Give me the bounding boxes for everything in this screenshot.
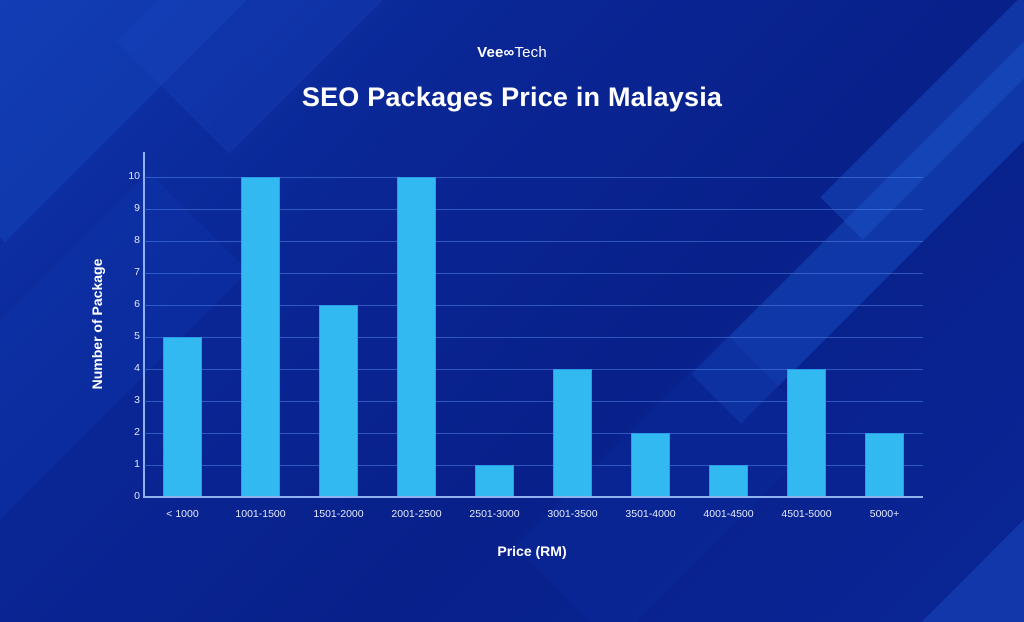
x-tick-label: 1001-1500 <box>235 508 286 520</box>
gridline <box>144 465 923 466</box>
bar <box>241 177 280 497</box>
y-tick-label: 7 <box>134 266 140 278</box>
x-tick-label: < 1000 <box>166 508 199 520</box>
y-axis-label: Number of Package <box>89 258 105 390</box>
bar <box>865 433 904 497</box>
y-tick-label: 10 <box>128 170 140 182</box>
x-tick-label: 2001-2500 <box>391 508 442 520</box>
gridline <box>144 273 923 274</box>
y-tick-label: 4 <box>134 362 140 374</box>
y-tick-label: 6 <box>134 298 140 310</box>
y-tick-label: 3 <box>134 394 140 406</box>
gridline <box>144 401 923 402</box>
logo-prefix: Vee <box>477 44 504 61</box>
x-tick-label: 4001-4500 <box>703 508 754 520</box>
gridline <box>144 305 923 306</box>
gridline <box>144 337 923 338</box>
bar <box>553 369 592 497</box>
x-axis-line <box>143 496 923 498</box>
brand-logo: Vee∞Tech <box>0 44 1024 61</box>
x-tick-label: 3501-4000 <box>625 508 676 520</box>
infinity-icon: ∞ <box>503 44 515 61</box>
x-tick-label: 5000+ <box>869 508 900 520</box>
bar <box>163 337 202 497</box>
x-tick-label: 1501-2000 <box>313 508 364 520</box>
x-tick-label: 2501-3000 <box>469 508 520 520</box>
y-tick-label: 1 <box>134 458 140 470</box>
x-tick-label: 4501-5000 <box>781 508 832 520</box>
y-axis-line <box>143 152 145 498</box>
bar <box>709 465 748 497</box>
bar <box>787 369 826 497</box>
x-tick-label: 3001-3500 <box>547 508 598 520</box>
bar <box>319 305 358 497</box>
bar <box>475 465 514 497</box>
gridline <box>144 369 923 370</box>
logo-suffix: Tech <box>514 44 547 61</box>
y-tick-label: 9 <box>134 202 140 214</box>
bar <box>631 433 670 497</box>
y-tick-label: 5 <box>134 330 140 342</box>
bar <box>397 177 436 497</box>
gridline <box>144 209 923 210</box>
y-tick-label: 8 <box>134 234 140 246</box>
y-tick-label: 2 <box>134 426 140 438</box>
gridline <box>144 241 923 242</box>
gridline <box>144 177 923 178</box>
x-axis-label: Price (RM) <box>497 543 567 559</box>
gridline <box>144 433 923 434</box>
chart-title: SEO Packages Price in Malaysia <box>301 82 723 112</box>
y-tick-label: 0 <box>134 490 140 502</box>
